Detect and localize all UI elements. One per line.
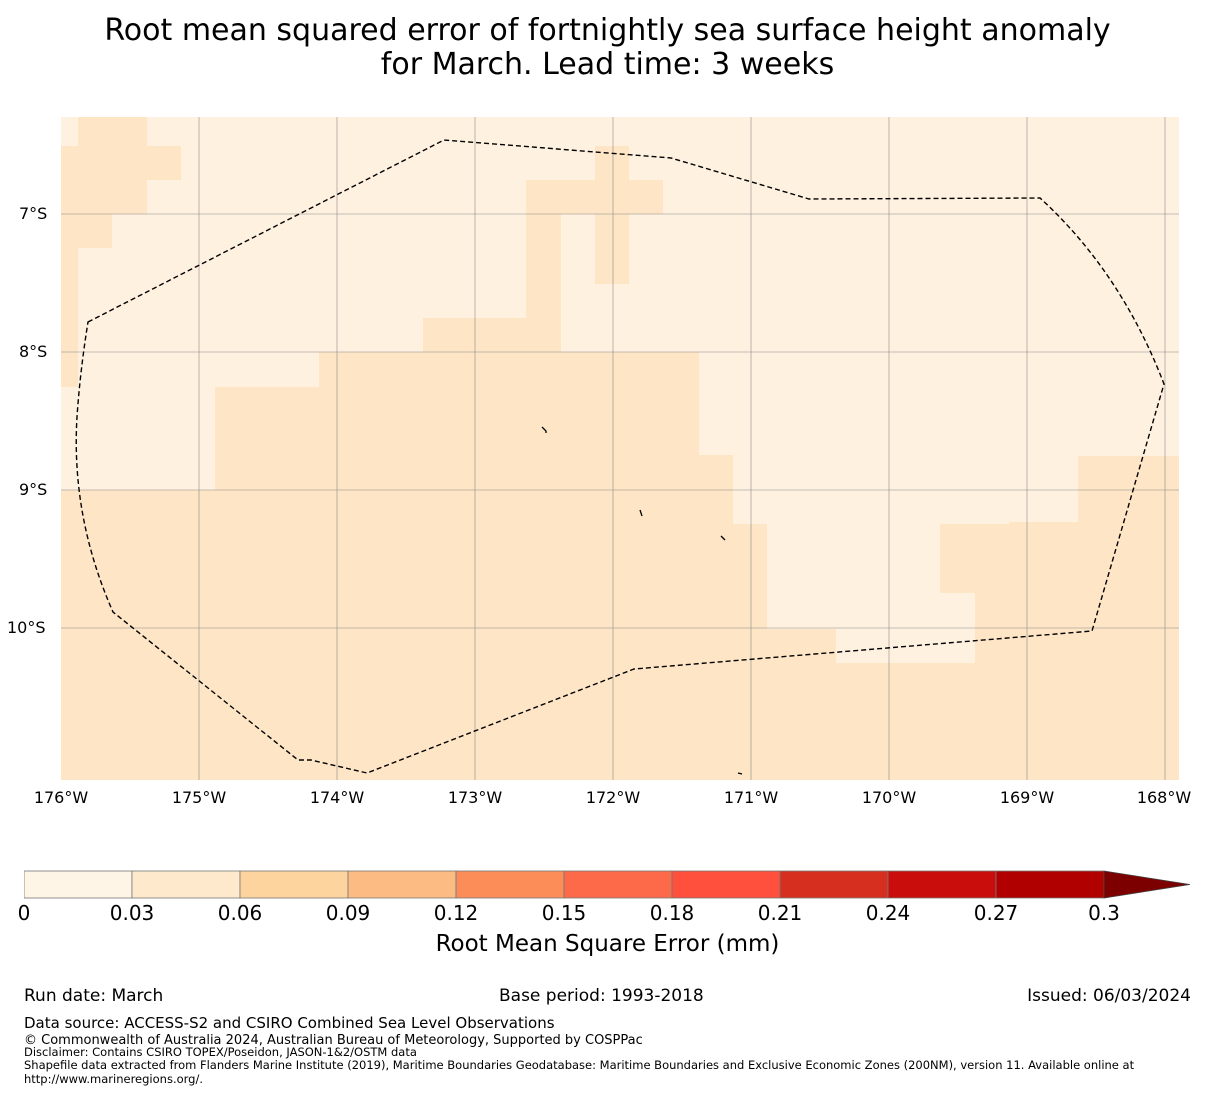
colorbar-segment xyxy=(347,870,457,899)
colorbar-segment xyxy=(671,870,781,899)
colorbar xyxy=(24,870,1191,899)
colorbar-tick: 0.18 xyxy=(649,901,695,925)
island-3 xyxy=(720,535,726,541)
title-line-1: Root mean squared error of fortnightly s… xyxy=(104,13,1111,48)
rmse-class-0-003 xyxy=(78,352,1179,663)
lon-label-176w: 176°W xyxy=(33,788,89,807)
colorbar-tick: 0.09 xyxy=(325,901,371,925)
colorbar-segment xyxy=(455,870,565,899)
colorbar-tick: 0.06 xyxy=(217,901,263,925)
lat-label-10s: 10°S xyxy=(7,618,46,637)
eez-boundary xyxy=(75,139,1165,774)
colorbar-tick: 0.12 xyxy=(433,901,479,925)
lon-label-175w: 175°W xyxy=(171,788,227,807)
disclaimer: Disclaimer: Contains CSIRO TOPEX/Poseido… xyxy=(24,1045,417,1059)
lon-label-170w: 170°W xyxy=(861,788,917,807)
colorbar-tick: 0.21 xyxy=(757,901,803,925)
island-4 xyxy=(737,772,743,775)
colorbar-tick: 0.3 xyxy=(1088,901,1120,925)
graticule xyxy=(61,117,1179,780)
colorbar-segments xyxy=(24,870,1191,899)
colorbar-segment xyxy=(779,870,889,899)
colorbar-extend-arrow xyxy=(1103,870,1191,899)
island-1 xyxy=(541,426,547,433)
islands xyxy=(541,426,743,775)
colorbar-tick: 0.15 xyxy=(541,901,587,925)
copyright: © Commonwealth of Australia 2024, Austra… xyxy=(24,1033,643,1048)
issued-date: Issued: 06/03/2024 xyxy=(1027,986,1191,1006)
colorbar-tick: 0 xyxy=(17,901,31,925)
colorbar-tick: 0.03 xyxy=(109,901,155,925)
lon-label-173w: 173°W xyxy=(447,788,503,807)
lat-label-8s: 8°S xyxy=(19,342,48,361)
colorbar-segment xyxy=(563,870,673,899)
colorbar-segment xyxy=(131,870,241,899)
lat-label-9s: 9°S xyxy=(19,480,48,499)
rmse-field xyxy=(61,117,1179,780)
lat-label-7s: 7°S xyxy=(19,204,48,223)
chart-title: Root mean squared error of fortnightly s… xyxy=(0,14,1215,82)
colorbar-segment xyxy=(24,870,133,899)
title-line-2: for March. Lead time: 3 weeks xyxy=(380,47,835,82)
shapefile-credit: Shapefile data extracted from Flanders M… xyxy=(24,1058,1135,1086)
lon-label-172w: 172°W xyxy=(585,788,641,807)
colorbar-segment xyxy=(887,870,997,899)
lon-label-171w: 171°W xyxy=(723,788,779,807)
data-source: Data source: ACCESS-S2 and CSIRO Combine… xyxy=(24,1014,555,1032)
base-period: Base period: 1993-2018 xyxy=(499,986,704,1006)
island-2 xyxy=(639,509,643,517)
lon-label-168w: 168°W xyxy=(1136,788,1192,807)
colorbar-segment xyxy=(995,870,1105,899)
run-date: Run date: March xyxy=(24,986,164,1006)
lon-label-174w: 174°W xyxy=(309,788,365,807)
rmse-class-003-006 xyxy=(61,117,1179,780)
colorbar-tick: 0.27 xyxy=(973,901,1019,925)
colorbar-tick: 0.24 xyxy=(865,901,911,925)
colorbar-label: Root Mean Square Error (mm) xyxy=(435,931,780,957)
map-panel xyxy=(61,117,1179,780)
lon-label-169w: 169°W xyxy=(999,788,1055,807)
colorbar-segment xyxy=(239,870,349,899)
